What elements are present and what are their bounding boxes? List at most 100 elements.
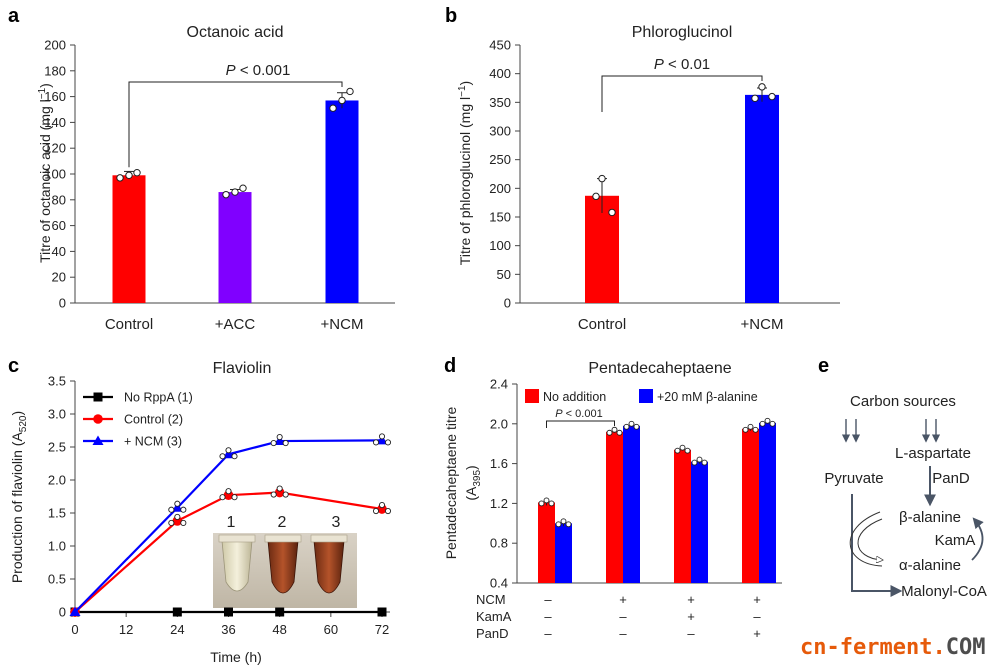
panel-c-ytick-label: 2.0: [48, 473, 66, 488]
panel-c-legend-label: No RppA (1): [124, 391, 193, 405]
panel-a-ytick-label: 0: [59, 296, 66, 311]
panel-c-ytick-label: 0: [59, 605, 66, 620]
panel-c-replicate-point: [378, 501, 386, 509]
node-alpha-alanine: α-alanine: [899, 557, 961, 574]
panel-a-ytick-label: 160: [44, 89, 66, 104]
panel-b-ytick-label: 200: [489, 181, 511, 196]
panel-a-ytick-label: 80: [52, 192, 66, 207]
panel-c-xtick-label: 12: [119, 622, 133, 637]
tube-1: [221, 540, 253, 592]
panel-d-legend-swatch: [639, 389, 653, 403]
panel-c-ytick-label: 0.5: [48, 572, 66, 587]
panel-b-point: [751, 94, 759, 103]
panel-c-xtick-label: 72: [375, 622, 389, 637]
enzyme-kama: KamA: [935, 532, 976, 549]
panel-c-replicate-point: [174, 513, 181, 520]
panel-c-xtick-label: 24: [170, 622, 184, 637]
panel-d-condition-value: –: [619, 609, 627, 624]
panel-b-point: [758, 83, 766, 91]
panel-d-ytick-label: 2.0: [490, 416, 508, 431]
panel-c-point: [171, 502, 183, 512]
panel-c-ylabel: Production of flaviolin (A520): [9, 411, 29, 583]
panel-d-condition-value: +: [753, 592, 761, 607]
panel-c-point: [377, 607, 387, 617]
panel-b-ytick-label: 0: [504, 296, 511, 311]
panel-b-ytick-label: 150: [489, 210, 511, 225]
panel-c-point: [274, 435, 286, 446]
panel-a-point: [222, 190, 230, 199]
panel-c-replicate-point: [372, 439, 380, 446]
panel-d-p-value: P < 0.001: [555, 408, 602, 420]
panel-d-condition-value: –: [687, 626, 695, 641]
node-beta-alanine: β-alanine: [899, 509, 961, 526]
panel-d-point: [543, 497, 550, 504]
panel-d-legend-label: No addition: [543, 390, 606, 404]
panel-c-point: [376, 434, 388, 445]
panel-c-replicate-point: [276, 485, 283, 492]
panel-d-condition-label: PanD: [476, 626, 509, 641]
panel-d-condition-value: +: [753, 626, 761, 641]
panel-c-replicate-point: [225, 488, 232, 495]
panel-c-replicate-point: [282, 491, 289, 498]
panel-a-bar: [325, 100, 359, 303]
panel-c-replicate-point: [231, 494, 238, 501]
tube-label-2: 2: [278, 514, 287, 531]
panel-b-point: [592, 192, 600, 201]
panel-c-legend-marker: [93, 414, 103, 424]
panel-a-title: Octanoic acid: [187, 24, 284, 41]
panel-d-bar: [759, 422, 776, 583]
panel-label-b: b: [445, 5, 457, 27]
panel-a-ylabel: Titre of octanoic acid (mg l−1): [37, 83, 53, 263]
panel-a-category: +NCM: [321, 316, 364, 333]
panel-d-bar: [555, 523, 572, 583]
pathway-arrows: [841, 419, 984, 597]
panel-c-replicate-point: [225, 447, 232, 454]
panel-d-ytick-label: 1.2: [490, 496, 508, 511]
panel-d-bar: [538, 502, 555, 583]
panel-d-legend-swatch: [525, 389, 539, 403]
panel-d-point: [691, 459, 698, 466]
panel-c-legend-label: Control (2): [124, 413, 183, 427]
panel-b-category: +NCM: [741, 316, 784, 333]
tube-photo-inset: [213, 533, 357, 608]
panel-b-phloroglucinol: Phloroglucinol Titre of phloroglucinol (…: [457, 24, 840, 333]
panel-c-replicate-point: [282, 440, 289, 447]
panel-c-replicate-point: [219, 494, 226, 501]
panel-d-point: [565, 521, 572, 528]
panel-c-ytick-label: 1.5: [48, 506, 66, 521]
panel-b-title: Phloroglucinol: [632, 24, 733, 41]
panel-b-ylabel: Titre of phloroglucinol (mg l−1): [457, 81, 473, 265]
panel-a-octanoic-acid: Octanoic acid Titre of octanoic acid (mg…: [37, 24, 395, 333]
panel-c-xtick-label: 60: [324, 622, 338, 637]
tube-label-1: 1: [227, 514, 236, 531]
panel-d-point: [679, 444, 686, 451]
panel-d-point: [623, 423, 630, 430]
panel-label-c: c: [8, 355, 19, 377]
panel-c-replicate-point: [384, 507, 392, 515]
panel-a-ytick-label: 180: [44, 63, 66, 78]
panel-c-xtick-label: 0: [71, 622, 78, 637]
panel-b-point: [608, 208, 616, 217]
panel-c-replicate-point: [270, 491, 277, 498]
panel-d-bar: [691, 461, 708, 583]
panel-d-point: [674, 447, 681, 454]
panel-c-legend-marker: [93, 392, 103, 402]
panel-c-replicate-point: [168, 519, 175, 526]
panel-d-title: Pentadecaheptaene: [588, 360, 731, 377]
panel-d-point: [747, 423, 754, 430]
panel-d-condition-value: –: [619, 626, 627, 641]
panel-c-title: Flaviolin: [213, 360, 272, 377]
panel-a-point: [329, 104, 337, 112]
panel-c-replicate-point: [276, 434, 283, 441]
panel-d-condition-value: –: [544, 609, 552, 624]
panel-d-condition-label: KamA: [476, 609, 512, 624]
panel-a-ytick-label: 40: [52, 244, 66, 259]
panel-d-point: [560, 518, 567, 525]
panel-c-point: [172, 607, 182, 617]
panel-d-ytick-label: 0.8: [490, 536, 508, 551]
panel-a-point: [116, 174, 124, 182]
panel-d-point: [769, 420, 776, 427]
panel-label-d: d: [444, 355, 456, 377]
panel-d-point: [696, 456, 703, 463]
